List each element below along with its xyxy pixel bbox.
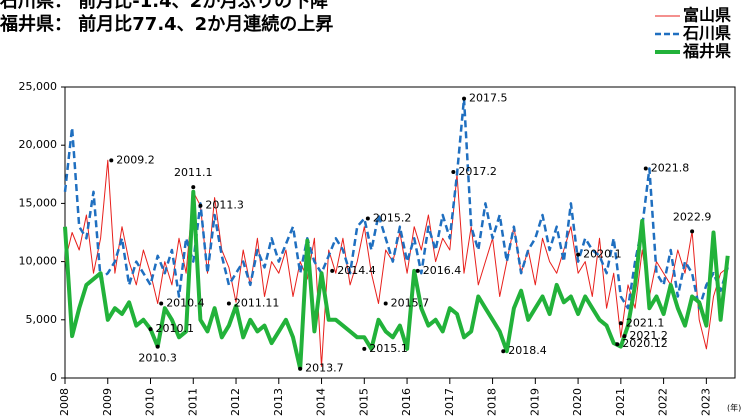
x-tick-label: 2017 [443,388,456,416]
annotation-label: 2010.1 [156,322,195,335]
series-line [64,159,729,367]
annotation-label: 2017.5 [469,92,508,105]
annotation-label: 2014.4 [337,264,376,277]
legend-label: 福井県 [682,42,731,61]
annotation-label: 2015.7 [391,297,430,310]
series-line [63,97,729,310]
legend-label: 石川県 [682,24,731,43]
y-tick-label: 20,000 [19,138,58,151]
annotation-dot [148,327,153,332]
x-axis-unit: (年) [727,403,741,413]
annotation-dot [618,321,623,326]
annotation-dot [415,268,420,273]
x-tick-label: 2020 [571,388,584,416]
annotation-dot [330,268,335,273]
x-tick-label: 2022 [657,388,670,416]
annotation-dot [383,301,388,306]
annotation-dot [298,366,303,371]
x-tick-label: 2011 [186,388,199,416]
annotation-dot [155,344,160,349]
annotation-dot [576,252,581,257]
annotation-dot [462,96,467,101]
annotation-label: 2015.2 [373,212,412,225]
x-tick-label: 2015 [357,388,370,416]
annotation-dot [362,346,367,351]
x-tick-label: 2013 [272,388,285,416]
x-tick-label: 2021 [614,388,627,416]
chart-subtitle: 石川県： 前月比-1.4、2か月ぶりの下降 [0,0,329,12]
annotation-dot [191,185,196,190]
x-tick-label: 2019 [528,388,541,416]
annotation-label: 2020.1 [583,248,622,261]
annotation-label: 2018.4 [508,344,547,357]
annotation-dot [622,334,627,339]
x-tick-label: 2010 [144,388,157,416]
annotation-label: 2010.3 [138,352,177,365]
annotation-dot [690,229,695,234]
annotation-dot [365,216,370,221]
annotation-dot [451,169,456,174]
x-tick-label: 2014 [315,388,328,416]
x-tick-label: 2016 [400,388,413,416]
annotation-label: 2021.1 [626,316,665,329]
annotation-dot [226,301,231,306]
annotation-dot [643,166,648,171]
annotation-label: 2015.1 [369,342,408,355]
annotation-dot [109,158,114,163]
annotation-dot [615,342,620,347]
annotation-label: 2021.8 [651,161,690,174]
annotation-dot [198,203,203,208]
y-tick-label: 5,000 [26,313,58,326]
chart-title: 福井県： 前月比77.4、2か月連続の上昇 [0,13,333,35]
annotation-label: 2016.4 [423,264,462,277]
annotation-label: 2011.3 [205,199,244,212]
y-tick-label: 10,000 [19,255,58,268]
annotation-label: 2009.2 [116,153,155,166]
annotation-dot [501,349,506,354]
x-tick-label: 2023 [699,388,712,416]
y-tick-label: 0 [50,371,57,384]
annotation-label: 2022.9 [673,210,712,223]
annotation-label: 2010.4 [166,297,205,310]
x-tick-label: 2009 [101,388,114,416]
annotation-label: 2021.2 [629,329,668,342]
x-tick-label: 2008 [58,388,71,416]
annotation-label: 2011.11 [234,297,279,310]
x-tick-label: 2018 [486,388,499,416]
annotation-label: 2020.12 [622,337,668,350]
y-tick-label: 25,000 [19,80,58,93]
annotation-label: 2013.7 [305,362,344,375]
annotation-label: 2011.1 [174,166,213,179]
annotation-dot [159,301,164,306]
legend-label: 富山県 [683,6,731,25]
x-tick-label: 2012 [229,388,242,416]
annotation-label: 2017.2 [458,165,497,178]
y-tick-label: 15,000 [19,196,58,209]
